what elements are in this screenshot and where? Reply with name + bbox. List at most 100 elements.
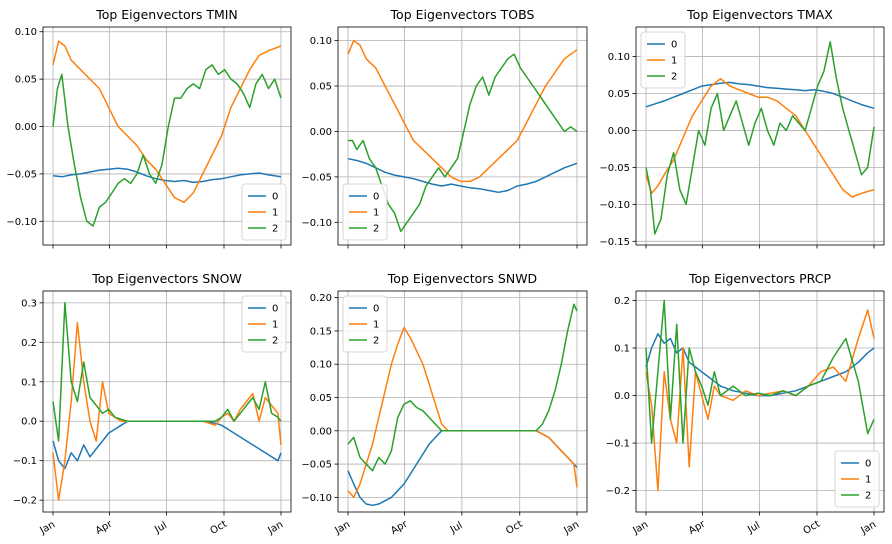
legend: 0 1 2 bbox=[834, 450, 880, 508]
xtick-label: Jan bbox=[37, 519, 57, 537]
legend-label-0: 0 bbox=[865, 459, 871, 470]
series-line-0 bbox=[645, 81, 875, 110]
axes-frame bbox=[337, 290, 588, 513]
legend-label-1: 1 bbox=[373, 320, 379, 331]
legend: 0 1 2 bbox=[241, 183, 287, 241]
series-line-2 bbox=[645, 41, 875, 235]
ytick-label: 0.2 bbox=[614, 296, 630, 307]
legend-label-1: 1 bbox=[272, 208, 278, 219]
ytick-label: 0.0 bbox=[21, 417, 37, 428]
series-line-1 bbox=[645, 309, 875, 492]
series-line-2 bbox=[52, 302, 282, 442]
ytick-label: 0.1 bbox=[614, 344, 630, 355]
series-line-0 bbox=[347, 430, 578, 507]
chart-title: Top Eigenvectors TMAX bbox=[686, 7, 833, 22]
xtick-label: Jul bbox=[152, 520, 169, 536]
ytick-label: −0.10 bbox=[301, 493, 332, 504]
xtick-label: Jul bbox=[448, 520, 465, 536]
legend-label-1: 1 bbox=[865, 475, 871, 486]
xtick-label: Jul bbox=[745, 520, 762, 536]
series-line-1 bbox=[645, 77, 875, 198]
ytick-label: −0.10 bbox=[301, 218, 332, 229]
ytick-label: 0.0 bbox=[614, 391, 630, 402]
chart-title: Top Eigenvectors SNWD bbox=[387, 271, 537, 286]
legend-label-2: 2 bbox=[272, 224, 278, 235]
ytick-label: −0.05 bbox=[6, 169, 37, 180]
chart-title: Top Eigenvectors TOBS bbox=[390, 7, 535, 22]
legend-label-1: 1 bbox=[671, 56, 677, 67]
ytick-label: 0.00 bbox=[608, 126, 630, 137]
ytick-label: 0.00 bbox=[15, 122, 37, 133]
ytick-label: −0.2 bbox=[606, 486, 630, 497]
xtick-label: Oct bbox=[209, 519, 230, 537]
legend-label-2: 2 bbox=[373, 224, 379, 235]
legend-label-2: 2 bbox=[671, 72, 677, 83]
ytick-label: 0.20 bbox=[310, 293, 332, 304]
ytick-label: 0.15 bbox=[310, 326, 332, 337]
xtick-label: Apr bbox=[94, 518, 115, 537]
xtick-label: Apr bbox=[687, 518, 708, 537]
ytick-label: 0.05 bbox=[310, 393, 332, 404]
legend-label-1: 1 bbox=[373, 208, 379, 219]
series-line-0 bbox=[347, 157, 578, 194]
ytick-label: −0.10 bbox=[599, 200, 630, 211]
ytick-label: 0.05 bbox=[608, 89, 630, 100]
axes-frame bbox=[337, 26, 588, 246]
legend: 0 1 2 bbox=[640, 31, 686, 89]
ytick-label: 0.10 bbox=[310, 36, 332, 47]
ytick-label: −0.2 bbox=[13, 496, 37, 507]
xtick-label: Oct bbox=[802, 519, 823, 537]
series-line-1 bbox=[347, 39, 578, 183]
xtick-label: Jan bbox=[630, 519, 650, 537]
axes-frame bbox=[635, 290, 885, 513]
series-group bbox=[347, 303, 578, 507]
subplot-1: −0.10 −0.05 0.00 0.05 0.10 Top Eigenvectors T… bbox=[301, 7, 588, 249]
xtick-label: Jan bbox=[858, 519, 878, 537]
series-group bbox=[645, 299, 875, 492]
legend-label-0: 0 bbox=[272, 304, 278, 315]
series-line-2 bbox=[347, 303, 578, 472]
ytick-label: 0.10 bbox=[608, 52, 630, 63]
legend-label-2: 2 bbox=[865, 491, 871, 502]
ytick-label: 0.00 bbox=[310, 426, 332, 437]
series-line-0 bbox=[645, 333, 875, 397]
chart-title: Top Eigenvectors PRCP bbox=[688, 271, 831, 286]
ytick-label: −0.05 bbox=[301, 172, 332, 183]
axes-frame bbox=[42, 290, 292, 513]
series-group bbox=[52, 302, 282, 501]
series-line-0 bbox=[52, 167, 282, 184]
series-line-2 bbox=[52, 64, 282, 227]
legend: 0 1 2 bbox=[241, 295, 287, 353]
xtick-label: Oct bbox=[504, 519, 525, 537]
ytick-label: −0.10 bbox=[6, 217, 37, 228]
subplot-3: −0.2 −0.1 0.0 0.1 0.2 0.3 Jan Apr Jul Oct Jan Top E… bbox=[13, 271, 292, 537]
ytick-label: 0.2 bbox=[21, 338, 37, 349]
chart-title: Top Eigenvectors TMIN bbox=[95, 7, 238, 22]
ytick-label: −0.05 bbox=[599, 163, 630, 174]
legend-label-0: 0 bbox=[373, 192, 379, 203]
legend-label-2: 2 bbox=[373, 336, 379, 347]
legend-label-0: 0 bbox=[671, 40, 677, 51]
ytick-label: −0.1 bbox=[606, 439, 630, 450]
series-line-1 bbox=[347, 326, 578, 499]
ytick-label: 0.00 bbox=[310, 127, 332, 138]
ytick-label: −0.1 bbox=[13, 456, 37, 467]
series-line-0 bbox=[52, 420, 282, 470]
ytick-label: 0.05 bbox=[15, 75, 37, 86]
legend-label-0: 0 bbox=[373, 304, 379, 315]
xtick-label: Apr bbox=[389, 518, 410, 537]
xtick-label: Jan bbox=[561, 519, 581, 537]
legend-label-1: 1 bbox=[272, 320, 278, 331]
axes-frame bbox=[42, 26, 292, 246]
legend-label-0: 0 bbox=[272, 192, 278, 203]
ytick-label: −0.05 bbox=[301, 460, 332, 471]
ytick-label: 0.3 bbox=[21, 298, 37, 309]
subplot-0: −0.10 −0.05 0.00 0.05 0.10 Top Eigenvectors T… bbox=[6, 7, 292, 249]
subplot-4: −0.10 −0.05 0.00 0.05 0.10 0.15 0.20 Jan Apr Jul O… bbox=[301, 271, 588, 537]
axes-frame bbox=[635, 26, 885, 246]
ytick-label: 0.1 bbox=[21, 377, 37, 388]
subplot-5: −0.2 −0.1 0.0 0.1 0.2 Jan Apr Jul Oct Jan Top Eige… bbox=[606, 271, 885, 537]
ytick-label: 0.05 bbox=[310, 82, 332, 93]
legend: 0 1 2 bbox=[342, 183, 388, 241]
series-line-1 bbox=[52, 40, 282, 204]
